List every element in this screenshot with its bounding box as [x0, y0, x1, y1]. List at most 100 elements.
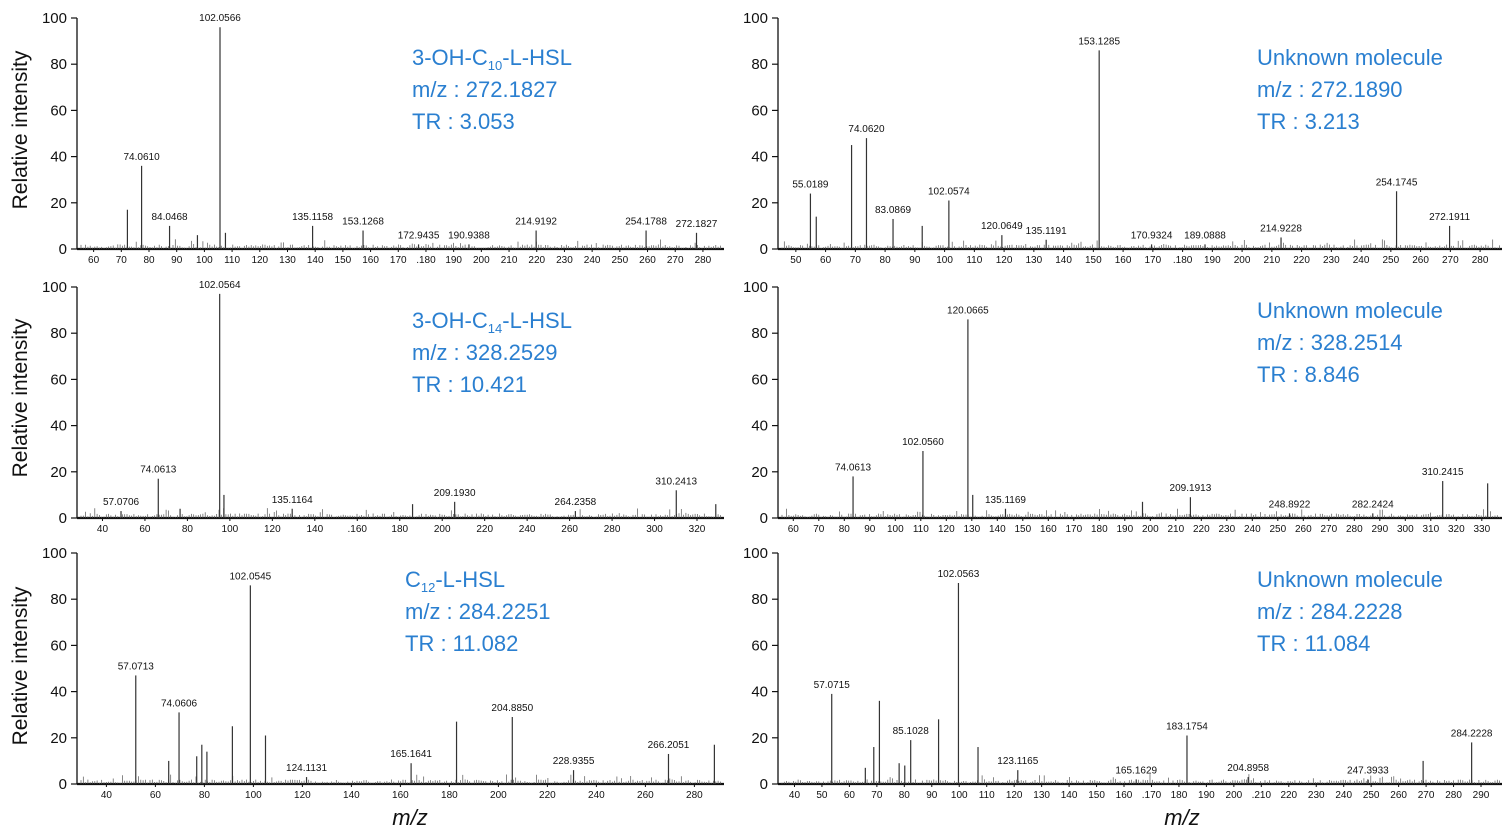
x-tick-label: 120 [251, 255, 268, 266]
x-tick-label: 240 [519, 524, 536, 535]
y-tick-label: 100 [743, 279, 768, 296]
x-tick-label: 60 [820, 255, 832, 266]
y-tick-label: 60 [50, 102, 67, 119]
x-tick-label: 150 [1014, 524, 1031, 535]
y-tick-label: 0 [59, 510, 67, 527]
compound-name: Unknown molecule [1257, 298, 1443, 323]
y-tick-label: 100 [42, 10, 67, 27]
x-tick-label: 200 [1142, 524, 1159, 535]
peak-label: 120.0649 [981, 221, 1023, 232]
compound-mz: m/z : 284.2228 [1257, 599, 1403, 624]
compound-mz: m/z : 328.2529 [412, 340, 558, 365]
peak-label: 102.0545 [229, 571, 271, 582]
peak-label: 74.0613 [140, 465, 177, 476]
peak-label: 248.8922 [1269, 499, 1311, 510]
y-tick-label: 80 [751, 325, 768, 342]
x-tick-label: 110 [966, 255, 982, 266]
x-tick-label: 160 [1116, 790, 1133, 801]
x-tick-label: 130 [279, 255, 296, 266]
y-tick-label: 20 [751, 464, 768, 481]
compound-name-part: 14 [488, 321, 502, 336]
x-tick-label: 260 [1295, 524, 1312, 535]
x-tick-label: 290 [1473, 790, 1490, 801]
x-tick-label: 220 [1193, 524, 1210, 535]
x-tick-label: 280 [1472, 255, 1489, 266]
x-tick-label: 280 [686, 790, 703, 801]
peak-label: 74.0610 [124, 152, 161, 163]
x-tick-label: 100 [196, 255, 213, 266]
x-tick-label: 210 [1167, 524, 1184, 535]
peak-label: 102.0566 [199, 13, 241, 24]
x-tick-label: 220 [539, 790, 556, 801]
x-tick-label: 90 [171, 255, 183, 266]
y-axis-label: Relative intensity [9, 50, 32, 209]
y-tick-label: 40 [751, 149, 768, 166]
y-tick-label: 0 [760, 776, 768, 793]
x-tick-label: 210 [501, 255, 518, 266]
x-tick-label: 250 [1269, 524, 1286, 535]
compound-retention-time: TR : 3.053 [412, 109, 515, 134]
x-tick-label: 150 [1085, 255, 1102, 266]
x-tick-label: 320 [1448, 524, 1465, 535]
y-tick-label: 20 [50, 730, 67, 747]
peak-label: 209.1930 [434, 488, 476, 499]
peak-label: 272.1827 [676, 219, 718, 230]
x-tick-label: 120 [294, 790, 311, 801]
peak-label: 85.1028 [893, 726, 930, 737]
x-tick-label: 110 [224, 255, 240, 266]
y-tick-label: 20 [50, 464, 67, 481]
x-tick-label: 150 [1088, 790, 1105, 801]
x-tick-label: 180 [391, 524, 408, 535]
compound-retention-time: TR : 3.213 [1257, 109, 1360, 134]
x-tick-label: 180 [1171, 790, 1188, 801]
y-tick-label: 80 [751, 56, 768, 73]
y-axis-label: Relative intensity [9, 318, 32, 477]
peak-label: 57.0706 [103, 497, 140, 508]
y-tick-label: 60 [50, 637, 67, 654]
compound-name-part: -L-HSL [435, 567, 505, 592]
peak-label: 74.0620 [848, 124, 885, 135]
peak-label: 57.0713 [118, 661, 155, 672]
peak-label: 189.0888 [1184, 230, 1226, 241]
spectrum-panel-top-right: 0 20 40 60 80 100 50 60 70 80 90 100 110 120 130 140 150… [743, 10, 1502, 266]
x-tick-label: 240 [1244, 524, 1261, 535]
x-tick-label: 260 [639, 255, 656, 266]
x-tick-label: 120 [996, 255, 1013, 266]
peak-label: 272.1911 [1429, 212, 1470, 223]
peak-label: 228.9355 [553, 756, 595, 767]
compound-mz: m/z : 272.1827 [412, 77, 558, 102]
x-tick-label: 160 [362, 255, 379, 266]
peak-label: 254.1788 [625, 217, 667, 228]
x-tick-label: 190 [1116, 524, 1133, 535]
x-tick-label: 220 [1280, 790, 1297, 801]
x-tick-label: 330 [1473, 524, 1490, 535]
x-tick-label: 70 [871, 790, 883, 801]
x-tick-label: 190 [445, 255, 462, 266]
x-tick-label: 320 [689, 524, 706, 535]
peak-label: 165.1641 [390, 749, 432, 760]
x-tick-label: 180 [1091, 524, 1108, 535]
compound-name-part: Unknown molecule [1257, 567, 1443, 592]
peak-label: 84.0468 [151, 212, 188, 223]
spectrum-panel-top-left: 0 20 40 60 80 100 60 70 80 90 100 110 120 130 140 150 16… [42, 10, 724, 266]
y-tick-label: 0 [760, 510, 768, 527]
y-tick-label: 60 [50, 371, 67, 388]
compound-retention-time: TR : 10.421 [412, 372, 527, 397]
x-tick-label: 290 [1371, 524, 1388, 535]
x-tick-label: 190 [1204, 255, 1221, 266]
compound-name: C12-L-HSL [405, 567, 505, 595]
peak-label: 264.2358 [555, 497, 597, 508]
x-tick-label: 110 [979, 790, 995, 801]
y-tick-label: 100 [42, 545, 67, 562]
x-tick-label: 130 [1033, 790, 1050, 801]
x-tick-label: 60 [139, 524, 151, 535]
x-tick-label: 260 [1390, 790, 1407, 801]
peak-label: 310.2413 [655, 476, 697, 487]
x-tick-label: 220 [528, 255, 545, 266]
x-tick-label: .160 [348, 524, 368, 535]
x-tick-label: 230 [1218, 524, 1235, 535]
peak-label: 153.1268 [342, 217, 384, 228]
y-tick-label: 40 [50, 149, 67, 166]
y-tick-label: 40 [50, 684, 67, 701]
peak-label: 170.9324 [1131, 230, 1173, 241]
